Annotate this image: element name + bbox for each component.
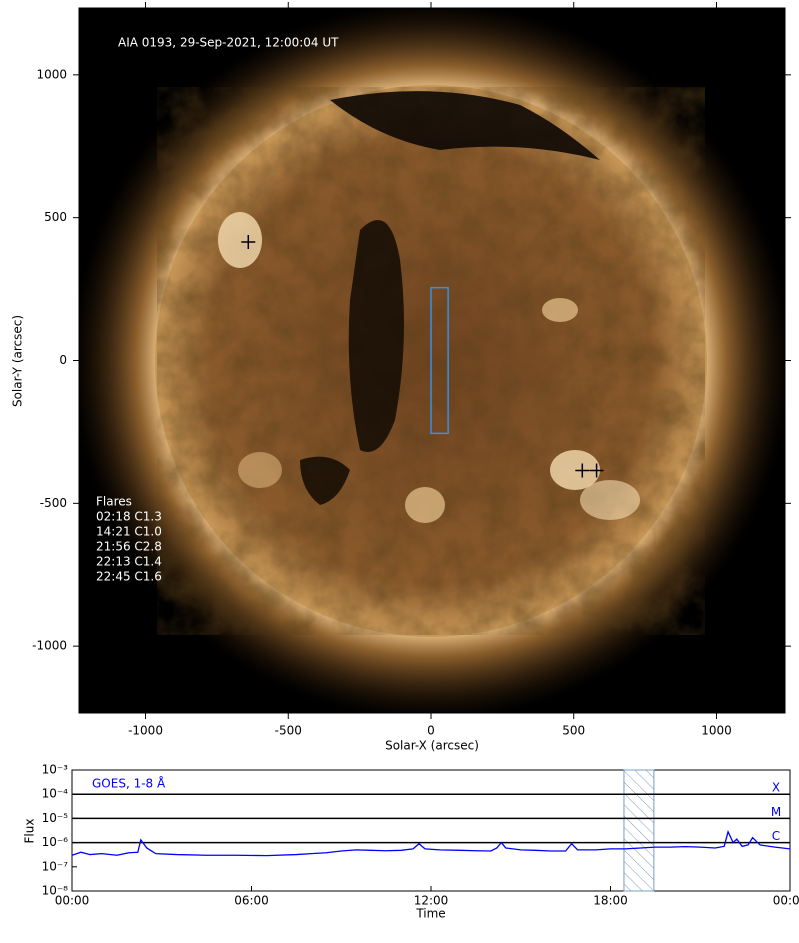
class-label: X bbox=[772, 781, 780, 795]
y-tick-label: -1000 bbox=[32, 639, 67, 653]
y-tick-label: 1000 bbox=[36, 67, 67, 81]
x-tick-label: 1000 bbox=[701, 724, 732, 738]
x-tick-label: 12:00 bbox=[414, 894, 449, 908]
flare-entry: 21:56 C2.8 bbox=[96, 540, 162, 554]
flare-entry: 14:21 C1.0 bbox=[96, 525, 162, 539]
y-tick-label: 10⁻³ bbox=[42, 763, 69, 777]
y-tick-label: 0 bbox=[59, 353, 67, 367]
plot-area bbox=[72, 829, 790, 857]
y-tick-label: -500 bbox=[40, 496, 67, 510]
x-axis-label: Solar-X (arcsec) bbox=[385, 739, 479, 753]
time-span bbox=[623, 769, 655, 892]
flux-line bbox=[72, 829, 790, 857]
x-tick-label: 00:00 bbox=[55, 894, 90, 908]
flare-entry: 22:45 C1.6 bbox=[96, 570, 162, 584]
x-tick-label: 500 bbox=[562, 724, 585, 738]
x-tick-label: 18:00 bbox=[593, 894, 628, 908]
legend-entry: GOES, 1-8 Å bbox=[92, 776, 166, 791]
x-tick-label: 0 bbox=[427, 724, 435, 738]
y-tick-label: 10⁻⁷ bbox=[42, 859, 69, 873]
solar-image bbox=[79, 8, 785, 713]
y-axis-label: Solar-Y (arcsec) bbox=[11, 315, 25, 407]
x-tick-label: -500 bbox=[275, 724, 302, 738]
flare-marker bbox=[589, 463, 604, 478]
slit-box bbox=[430, 286, 449, 435]
x-tick-label: 00:00 bbox=[773, 894, 799, 908]
flare-marker bbox=[241, 234, 256, 249]
x-tick-label: 06:00 bbox=[234, 894, 269, 908]
x-tick-label: -1000 bbox=[128, 724, 163, 738]
y-tick-label: 500 bbox=[44, 210, 67, 224]
flare-marker bbox=[575, 463, 590, 478]
y-tick-label: 10⁻⁴ bbox=[42, 787, 69, 801]
flare-entry: 22:13 C1.4 bbox=[96, 555, 162, 569]
y-tick-label: 10⁻⁵ bbox=[42, 811, 69, 825]
flares-title: Flares bbox=[96, 495, 132, 509]
y-axis-label: Flux bbox=[23, 819, 37, 844]
class-label: C bbox=[772, 829, 780, 843]
image-annotation: AIA 0193, 29-Sep-2021, 12:00:04 UT bbox=[118, 36, 339, 50]
bottom-frame bbox=[71, 769, 791, 892]
x-axis-label: Time bbox=[415, 907, 445, 921]
class-label: M bbox=[771, 805, 781, 819]
flare-entry: 02:18 C1.3 bbox=[96, 510, 162, 524]
y-tick-label: 10⁻⁸ bbox=[42, 884, 69, 898]
y-tick-label: 10⁻⁶ bbox=[42, 835, 69, 849]
